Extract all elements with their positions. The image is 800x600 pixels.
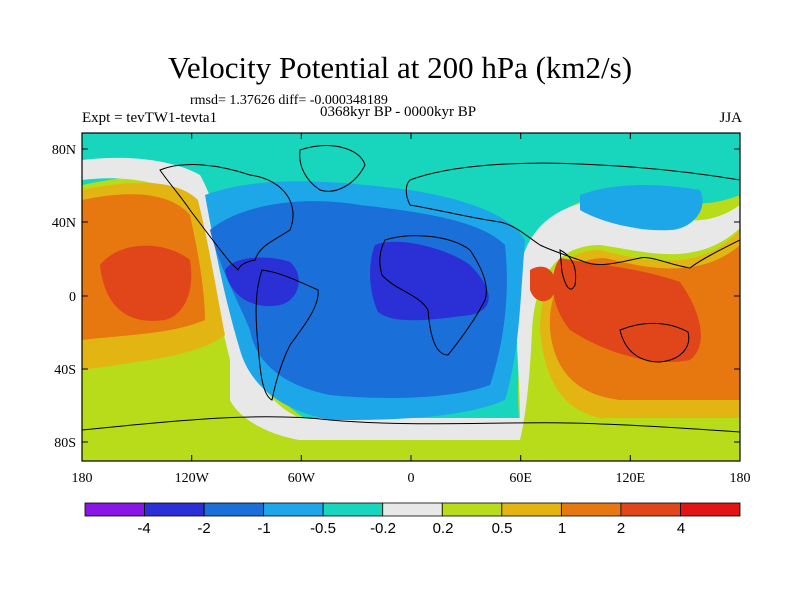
field-deep-blue-east xyxy=(370,241,489,321)
lat-label: 40N xyxy=(52,216,76,231)
coast-australia xyxy=(619,322,690,363)
period-label: 0368kyr BP - 0000kyr BP xyxy=(320,104,477,120)
lon-label: 180 xyxy=(730,471,751,486)
page-title: Velocity Potential at 200 hPa (km2/s) xyxy=(167,50,633,85)
lat-label: 80N xyxy=(52,143,76,158)
colorbar-box xyxy=(203,502,265,517)
field-light-blue-ne xyxy=(580,185,703,231)
colorbar-box xyxy=(84,502,145,517)
coast-north-america xyxy=(159,164,294,271)
colorbar-box xyxy=(560,502,622,517)
coast-eurasia xyxy=(405,162,740,269)
coastlines xyxy=(82,145,740,433)
lon-label: 120E xyxy=(616,471,646,486)
field-red-orange-west xyxy=(100,245,192,321)
colorbar-box xyxy=(501,502,562,517)
colorbar-box xyxy=(263,502,324,517)
colorbar-boxes xyxy=(84,502,741,517)
lon-labels: 180 120W 60W 0 60E 120E 180 xyxy=(72,471,751,486)
lat-label: 40S xyxy=(54,363,76,378)
colorbar-label: 0.5 xyxy=(492,520,513,537)
colorbar-box xyxy=(441,502,503,517)
lon-label: 60E xyxy=(509,471,532,486)
experiment-label: Expt = tevTW1-tevta1 xyxy=(82,110,218,126)
lon-label: 120W xyxy=(175,471,210,486)
axis-ticks xyxy=(81,133,741,461)
colorbar-box xyxy=(382,502,443,517)
coast-antarctica xyxy=(82,416,740,433)
colorbar-box xyxy=(620,502,681,517)
colorbar-label: -4 xyxy=(137,520,150,537)
rmsd-stats: rmsd= 1.37626 diff= -0.000348189 xyxy=(190,93,388,108)
colorbar-box xyxy=(144,502,205,517)
colorbar-label: 2 xyxy=(617,520,625,537)
colorbar-labels: -4 -2 -1 -0.5 -0.2 0.2 0.5 1 2 4 xyxy=(137,520,685,537)
colorbar-label: 4 xyxy=(677,520,685,537)
contour-fill xyxy=(82,133,740,461)
colorbar-label: -0.5 xyxy=(310,520,336,537)
colorbar: -4 -2 -1 -0.5 -0.2 0.2 0.5 1 2 4 xyxy=(84,502,741,537)
lon-label: 60W xyxy=(288,471,316,486)
field-deep-blue-west xyxy=(225,257,299,307)
coast-south-america xyxy=(255,269,319,401)
lat-label: 0 xyxy=(69,290,76,305)
field-white-north xyxy=(82,157,740,441)
lat-labels: 80N 40N 0 40S 80S xyxy=(52,143,76,451)
lon-label: 180 xyxy=(72,471,93,486)
colorbar-label: -1 xyxy=(257,520,270,537)
colorbar-label: -2 xyxy=(197,520,210,537)
coast-indian-subcontinent xyxy=(559,249,577,290)
field-red-orange-arabia xyxy=(530,266,556,302)
colorbar-box xyxy=(680,502,741,517)
colorbar-label: 0.2 xyxy=(433,520,454,537)
field-white-lower xyxy=(230,330,300,440)
coast-greenland xyxy=(299,145,366,192)
colorbar-box xyxy=(322,502,384,517)
colorbar-label: -0.2 xyxy=(370,520,396,537)
lon-label: 0 xyxy=(408,471,415,486)
lat-label: 80S xyxy=(54,436,76,451)
field-red-orange-east xyxy=(552,258,701,362)
coast-africa xyxy=(379,235,487,356)
season-label: JJA xyxy=(719,110,742,126)
colorbar-label: 1 xyxy=(558,520,566,537)
